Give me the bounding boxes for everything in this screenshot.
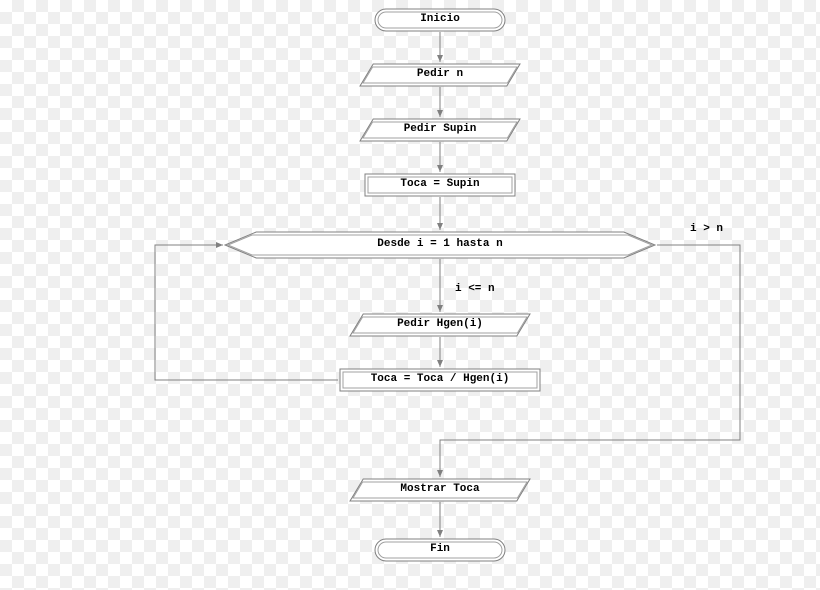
node-pedirs-label: Pedir Supin bbox=[340, 123, 540, 135]
node-mostrar-label: Mostrar Toca bbox=[340, 483, 540, 495]
node-assign2-label: Toca = Toca / Hgen(i) bbox=[340, 373, 540, 385]
node-loop-label: Desde i = 1 hasta n bbox=[340, 238, 540, 250]
flowchart-svg bbox=[0, 0, 820, 590]
node-start-label: Inicio bbox=[340, 13, 540, 25]
node-pedirh-label: Pedir Hgen(i) bbox=[340, 318, 540, 330]
node-pedirn-label: Pedir n bbox=[340, 68, 540, 80]
edge-7 bbox=[440, 245, 740, 477]
edge-4-label: i <= n bbox=[455, 283, 495, 295]
edge-6 bbox=[155, 245, 338, 380]
node-fin-label: Fin bbox=[340, 543, 540, 555]
node-assign1-label: Toca = Supin bbox=[340, 178, 540, 190]
edge-7-label: i > n bbox=[690, 223, 723, 235]
